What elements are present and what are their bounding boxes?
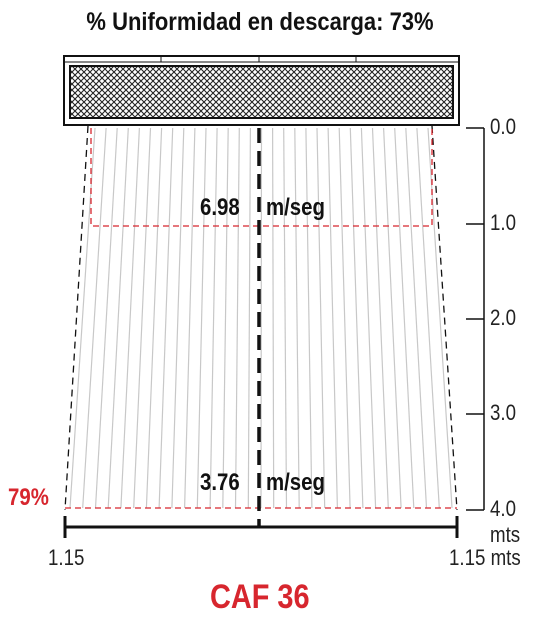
airflow-stream-line — [158, 127, 174, 509]
airflow-stream-line — [260, 127, 263, 509]
distance-tick-label-1: 1.0 — [490, 210, 517, 235]
distance-tick-label-4: 4.0 mts — [490, 496, 521, 547]
airflow-stream-line — [349, 127, 364, 509]
airflow-stream-line — [234, 127, 240, 509]
airflow-stream-line — [209, 127, 218, 509]
airflow-streams — [69, 127, 453, 509]
airflow-stream-line — [294, 127, 300, 509]
airflow-stream-line — [133, 127, 152, 509]
airflow-stream-line — [371, 127, 389, 509]
distance-axis — [466, 127, 485, 511]
airflow-stream-line — [184, 127, 196, 509]
airflow-stream-line — [82, 127, 107, 509]
width-axis — [63, 516, 459, 538]
distance-tick-label-2: 2.0 — [490, 305, 517, 330]
near-speed-value: 6.98 — [200, 194, 240, 221]
airflow-stream-line — [171, 127, 185, 509]
airflow-stream-line — [394, 127, 415, 509]
airflow-stream-line — [316, 127, 326, 509]
high-velocity-zone — [65, 128, 457, 509]
airflow-stream-line — [360, 127, 377, 509]
airflow-stream-line — [405, 127, 428, 509]
air-curtain-unit — [63, 55, 460, 126]
airflow-stream-line — [283, 127, 288, 509]
airflow-stream-line — [338, 127, 351, 509]
distance-tick-label-3: 3.0 — [490, 400, 517, 425]
distance-tick-label-0: 0.0 — [490, 114, 517, 139]
width-right-label: 1.15 mts — [449, 545, 521, 570]
airflow-stream-line — [416, 127, 440, 509]
far-speed-unit: m/seg — [266, 469, 325, 496]
airflow-stream-line — [247, 127, 251, 509]
airflow-stream-line — [327, 127, 338, 509]
uniformity-title: % Uniformidad en descarga: 73% — [86, 8, 434, 36]
airflow-stream-line — [383, 127, 402, 509]
airflow-stream-line — [272, 127, 275, 509]
airflow-stream-line — [222, 127, 229, 509]
airflow-stream-line — [69, 127, 96, 509]
model-name: CAF 36 — [210, 578, 310, 616]
width-left-label: 1.15 — [48, 545, 85, 570]
airflow-stream-line — [94, 127, 118, 509]
airflow-envelope — [64, 125, 458, 511]
airflow-stream-line — [305, 127, 313, 509]
edge-uniformity-label: 79% — [8, 484, 49, 511]
airflow-stream-line — [145, 127, 163, 509]
near-speed-unit: m/seg — [266, 194, 325, 221]
far-speed-value: 3.76 — [200, 469, 240, 496]
airflow-stream-line — [107, 127, 129, 509]
airflow-stream-line — [120, 127, 140, 509]
airflow-stream-line — [196, 127, 207, 509]
